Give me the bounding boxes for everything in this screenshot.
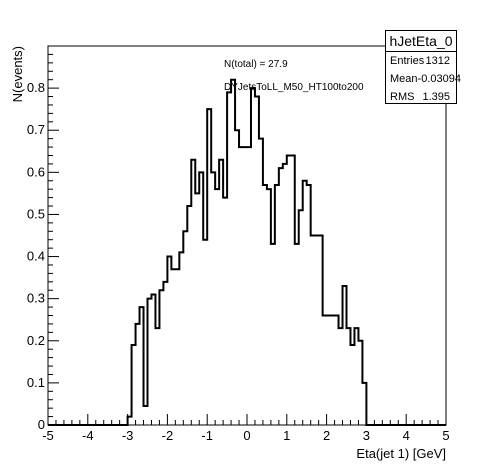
x-tick-label: 3 [363,428,370,443]
stats-label: RMS [390,91,415,103]
histogram-line [48,78,446,426]
y-tick-label: 0 [38,417,45,432]
y-axis-label: N(events) [10,46,25,102]
total-events-annotation: N(total) = 27.9 [224,59,288,70]
x-axis-label: Eta(jet 1) [GeV] [356,446,446,461]
x-tick-label: 4 [403,428,410,443]
x-tick-label: 0 [243,428,250,443]
x-tick-label: 5 [442,428,449,443]
stats-row-mean: Mean -0.03094 [386,70,461,88]
stats-label: Mean [390,73,418,85]
stats-value: 1.395 [422,91,450,103]
y-tick-label: 0.3 [27,291,45,306]
x-tick-label: 1 [283,428,290,443]
y-tick-label: 0.2 [27,333,45,348]
x-tick-label: -4 [82,428,94,443]
stats-label: Entries [390,55,425,67]
y-tick-label: 0.5 [27,206,45,221]
y-tick-label: 0.1 [27,375,45,390]
x-tick-label: -3 [122,428,134,443]
stats-row-rms: RMS 1.395 [386,88,456,106]
x-tick-label: 2 [323,428,330,443]
stats-row-entries: Entries 1312 [386,52,456,70]
stats-value: 1312 [425,55,450,67]
stats-value: -0.03094 [417,73,461,85]
y-tick-label: 0.8 [27,80,45,95]
x-tick-label: -1 [201,428,213,443]
axis-ticks: -5 -4 -3 -2 -1 0 1 2 3 4 5 0 0.1 0.2 0.3 0.4 0.5 0.6 0.7 0.… [27,53,450,443]
y-tick-label: 0.7 [27,122,45,137]
stats-box: hJetEta_0 Entries 1312 Mean -0.03094 RMS… [385,30,461,106]
y-tick-label: 0.6 [27,164,45,179]
x-tick-label: -5 [42,428,54,443]
y-tick-label: 0.4 [27,249,45,264]
x-tick-label: -2 [162,428,174,443]
stats-title: hJetEta_0 [386,31,456,52]
sample-name-annotation: DYJetsToLL_M50_HT100to200 [224,82,364,93]
